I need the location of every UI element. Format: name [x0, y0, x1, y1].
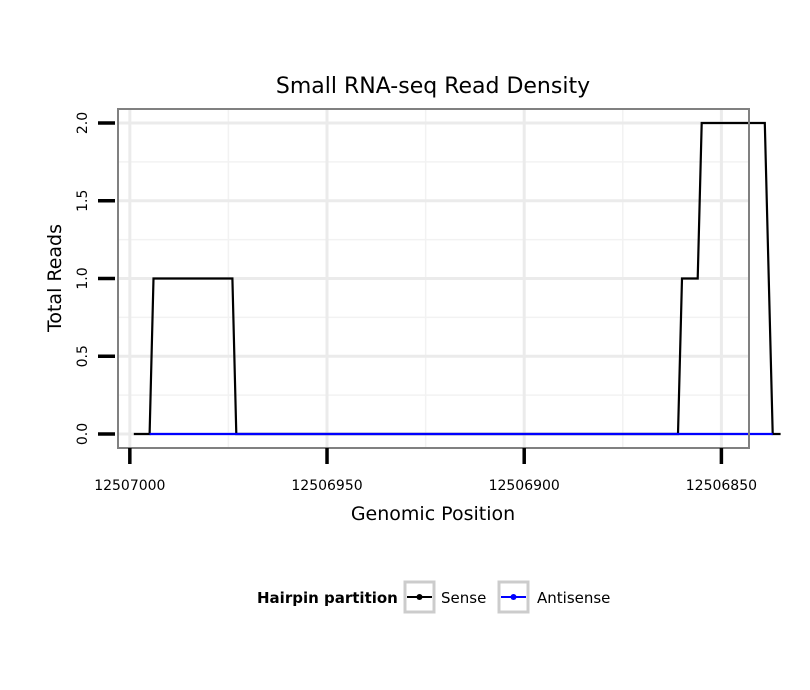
y-tick-label: 0.0	[75, 423, 91, 445]
legend-title: Hairpin partition	[257, 589, 398, 607]
x-tick-label: 12506850	[686, 478, 757, 494]
legend-key-sense-point	[416, 594, 423, 600]
x-tick-label: 12507000	[94, 478, 165, 494]
series-lines	[133, 121, 781, 436]
plot-border	[117, 108, 750, 449]
axes: 12507000 12506950 12506900 12506850 0.0 0.5 1.…	[75, 112, 757, 494]
x-tick-label: 12506900	[489, 478, 560, 494]
y-tick-label: 2.0	[75, 112, 91, 134]
series-line-sense	[133, 121, 781, 436]
chart-title: Small RNA-seq Read Density	[276, 74, 590, 99]
y-tick-label: 1.0	[75, 267, 91, 289]
legend-label-antisense: Antisense	[537, 589, 610, 607]
legend-key-antisense-point	[510, 594, 517, 600]
y-tick-label: 1.5	[75, 190, 91, 212]
y-tick-label: 0.5	[75, 345, 91, 367]
legend-label-sense: Sense	[441, 589, 486, 607]
x-axis-label: Genomic Position	[351, 503, 515, 525]
y-axis-label: Total Reads	[44, 224, 66, 333]
x-tick-label: 12506950	[291, 478, 362, 494]
legend: Hairpin partition Sense Antisense	[257, 580, 610, 614]
